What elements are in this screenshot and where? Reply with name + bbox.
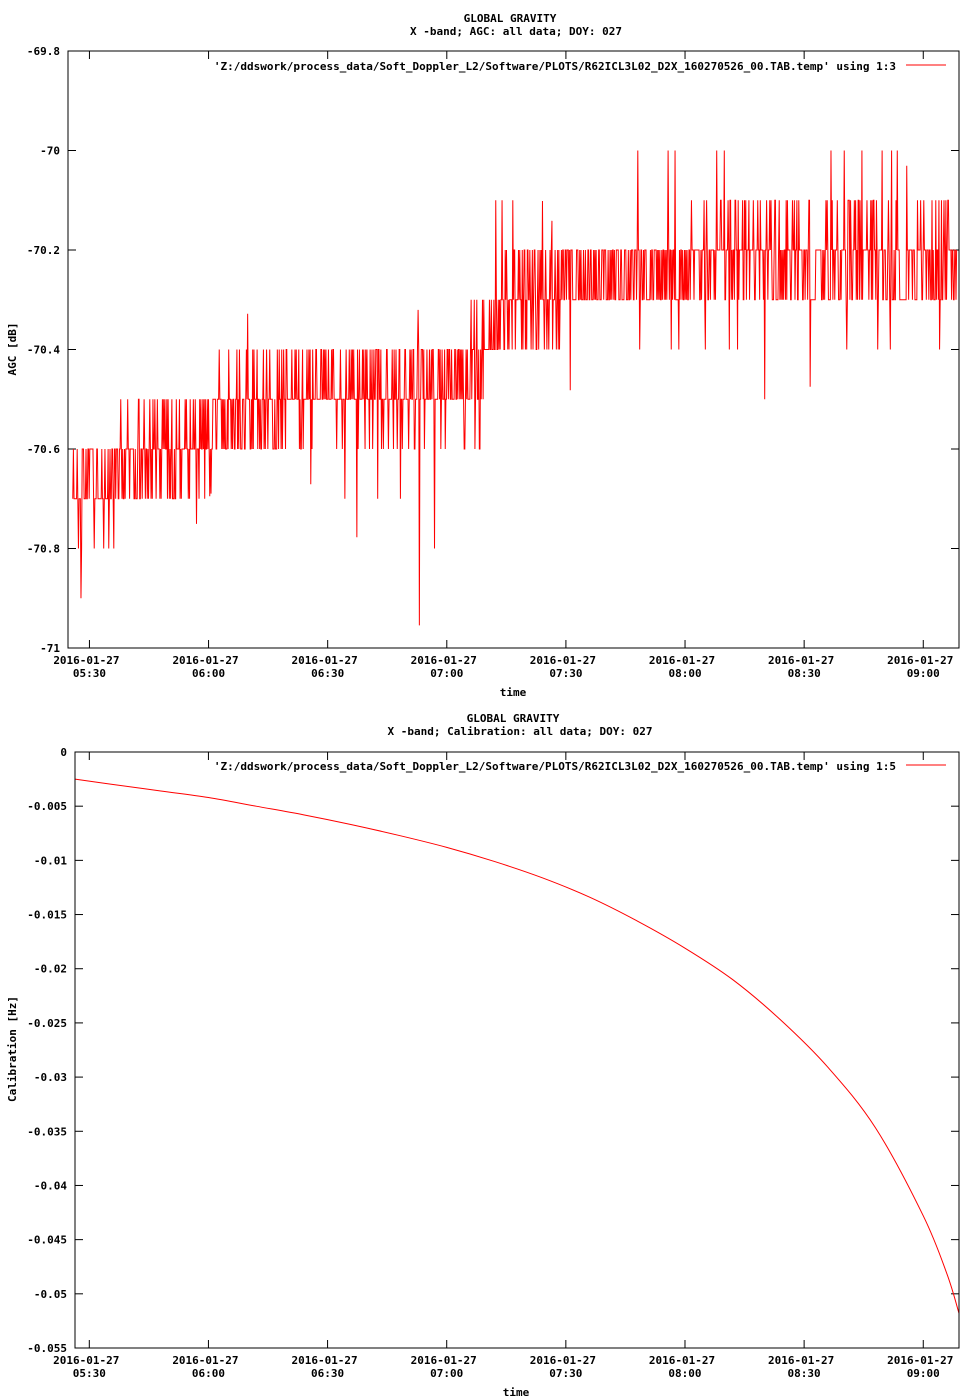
y-tick-label: -0.05 <box>34 1288 67 1301</box>
axis-ticks: -71 -70.8 -70.6 -70.4 -70.2 -70 -69.8 2016-01-2… <box>27 45 959 680</box>
plot-frame <box>74 751 960 1349</box>
y-tick-label: -70.6 <box>27 443 60 456</box>
x-tick-date: 2016-01-27 <box>649 654 715 667</box>
chart-title: GLOBAL GRAVITY <box>464 12 557 25</box>
x-tick-time: 08:00 <box>668 1367 701 1380</box>
x-tick-date: 2016-01-27 <box>172 654 238 667</box>
y-tick-label: -0.035 <box>27 1125 67 1138</box>
x-tick-date: 2016-01-27 <box>530 654 596 667</box>
plot-frame <box>67 50 960 649</box>
x-tick-time: 05:30 <box>73 667 106 680</box>
x-tick-date: 2016-01-27 <box>887 654 953 667</box>
x-tick-time: 08:30 <box>788 1367 821 1380</box>
chart-title: GLOBAL GRAVITY <box>467 712 560 725</box>
x-tick-time: 08:30 <box>788 667 821 680</box>
legend-label: 'Z:/ddswork/process_data/Soft_Doppler_L2… <box>214 760 896 773</box>
y-tick-label: -0.015 <box>27 909 67 922</box>
data-series <box>72 150 958 626</box>
x-tick-time: 08:00 <box>668 667 701 680</box>
data-series <box>74 778 960 1314</box>
legend-label: 'Z:/ddswork/process_data/Soft_Doppler_L2… <box>214 60 896 73</box>
x-tick-time: 07:30 <box>549 667 582 680</box>
y-tick-label: -0.04 <box>34 1179 67 1192</box>
axis-ticks: -0.055 -0.05 -0.045 -0.04 -0.035 -0.03 -0.025 -… <box>27 746 959 1380</box>
x-tick-time: 07:30 <box>549 1367 582 1380</box>
x-tick-date: 2016-01-27 <box>53 1354 119 1367</box>
y-tick-label: -70.4 <box>27 344 60 357</box>
x-axis-label: time <box>503 1386 530 1399</box>
y-tick-label: -71 <box>40 642 60 655</box>
x-tick-date: 2016-01-27 <box>649 1354 715 1367</box>
x-tick-date: 2016-01-27 <box>887 1354 953 1367</box>
x-tick-date: 2016-01-27 <box>768 654 834 667</box>
agc-series-line <box>72 150 958 626</box>
x-tick-date: 2016-01-27 <box>292 654 358 667</box>
x-tick-time: 07:00 <box>430 667 463 680</box>
y-tick-label: -0.01 <box>34 854 67 867</box>
x-tick-time: 05:30 <box>73 1367 106 1380</box>
y-axis-label: AGC [dB] <box>6 323 19 376</box>
chart-subtitle: X -band; Calibration: all data; DOY: 027 <box>388 725 653 738</box>
y-tick-label: -0.03 <box>34 1071 67 1084</box>
y-tick-label: -0.005 <box>27 800 67 813</box>
x-tick-time: 06:00 <box>192 1367 225 1380</box>
y-tick-label: -0.025 <box>27 1017 67 1030</box>
x-tick-time: 09:00 <box>907 667 940 680</box>
y-tick-label: -0.045 <box>27 1234 67 1247</box>
calibration-chart: GLOBAL GRAVITY X -band; Calibration: all… <box>6 712 960 1399</box>
y-tick-label: -0.055 <box>27 1342 67 1355</box>
y-tick-label: -0.02 <box>34 963 67 976</box>
y-tick-label: -70.2 <box>27 244 60 257</box>
x-axis-label: time <box>500 686 527 699</box>
x-tick-date: 2016-01-27 <box>53 654 119 667</box>
y-tick-label: -70.8 <box>27 543 60 556</box>
x-tick-date: 2016-01-27 <box>172 1354 238 1367</box>
y-tick-label: -69.8 <box>27 45 60 58</box>
chart-subtitle: X -band; AGC: all data; DOY: 027 <box>410 25 622 38</box>
calibration-series-line <box>74 778 960 1314</box>
y-tick-label: 0 <box>60 746 67 759</box>
x-tick-date: 2016-01-27 <box>768 1354 834 1367</box>
x-tick-time: 06:30 <box>311 1367 344 1380</box>
x-tick-time: 09:00 <box>907 1367 940 1380</box>
y-tick-label: -70 <box>40 145 60 158</box>
x-tick-date: 2016-01-27 <box>411 1354 477 1367</box>
x-tick-time: 06:30 <box>311 667 344 680</box>
y-axis-label: Calibration [Hz] <box>6 996 19 1102</box>
x-tick-time: 07:00 <box>430 1367 463 1380</box>
agc-chart: GLOBAL GRAVITY X -band; AGC: all data; D… <box>6 12 960 699</box>
x-tick-date: 2016-01-27 <box>291 1354 357 1367</box>
x-tick-date: 2016-01-27 <box>530 1354 596 1367</box>
x-tick-time: 06:00 <box>192 667 225 680</box>
x-tick-date: 2016-01-27 <box>411 654 477 667</box>
